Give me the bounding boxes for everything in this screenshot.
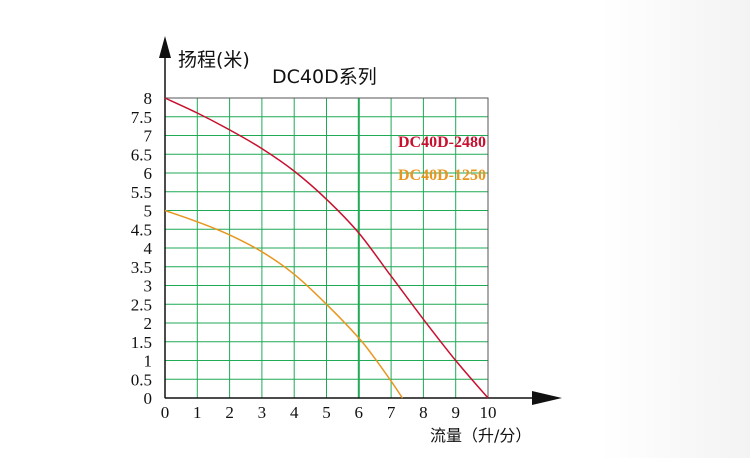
- tick-labels: 00.511.522.533.544.555.566.577.580 1 2 3 4 5 6…: [131, 89, 497, 422]
- series-line-dc40d-1250: [164, 209, 404, 399]
- x-tick-label: 7: [387, 403, 396, 422]
- y-tick-label: 7: [144, 127, 153, 146]
- legend-label-dc40d-1250: DC40D-1250: [398, 167, 486, 184]
- x-tick-label: 5: [322, 403, 331, 422]
- y-tick-label: 1: [144, 352, 153, 371]
- y-tick-label: 4.5: [131, 220, 152, 239]
- x-tick-label: 4: [290, 403, 299, 422]
- x-tick-label: 9: [451, 403, 460, 422]
- x-tick-label: 8: [419, 403, 428, 422]
- y-tick-label: 7.5: [131, 108, 152, 127]
- series: [164, 97, 489, 399]
- chart-title: DC40D系列: [272, 66, 377, 88]
- y-tick-label: 6.5: [131, 145, 152, 164]
- y-tick-label: 3.5: [131, 258, 152, 277]
- y-tick-label: 1.5: [131, 333, 152, 352]
- x-tick-label: 0: [161, 403, 170, 422]
- x-axis-arrow: [532, 391, 562, 405]
- y-tick-label: 5.5: [131, 183, 152, 202]
- x-tick-label: 10: [480, 403, 497, 422]
- grid: [164, 97, 489, 399]
- y-tick-label: 2: [144, 314, 153, 333]
- y-tick-label: 3: [144, 277, 153, 296]
- x-tick-label: 1: [193, 403, 202, 422]
- y-tick-label: 8: [144, 89, 153, 108]
- y-axis-arrow: [159, 36, 171, 58]
- x-tick-label: 6: [355, 403, 364, 422]
- y-tick-label: 0.5: [131, 370, 152, 389]
- y-tick-label: 6: [144, 164, 153, 183]
- x-tick-label: 3: [258, 403, 267, 422]
- y-tick-label: 0: [144, 389, 153, 408]
- y-tick-label: 5: [144, 202, 153, 221]
- x-axis-label: 流量（升/分）: [430, 426, 531, 445]
- y-axis-label: 扬程(米): [178, 49, 250, 71]
- legend-label-dc40d-2480: DC40D-2480: [398, 134, 486, 151]
- x-tick-label: 2: [225, 403, 234, 422]
- axes: [159, 36, 562, 405]
- y-tick-label: 4: [144, 239, 153, 258]
- y-tick-label: 2.5: [131, 295, 152, 314]
- series-line-dc40d-2480: [164, 97, 489, 399]
